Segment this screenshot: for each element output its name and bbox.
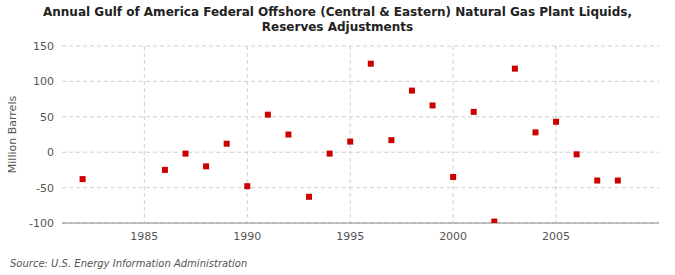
point [471, 109, 477, 115]
point [553, 119, 559, 125]
x-tick-label: 1995 [336, 230, 364, 243]
y-tick-label: -50 [36, 182, 54, 195]
point [512, 66, 518, 72]
point [409, 88, 415, 94]
page: {"chart_data": {"type": "scatter", "titl… [0, 0, 675, 275]
point [430, 102, 436, 108]
x-tick-label: 1985 [130, 230, 158, 243]
point [80, 176, 86, 182]
x-tick-label: 2005 [542, 230, 570, 243]
x-grid-line [247, 46, 248, 223]
point [162, 167, 168, 173]
x-axis-line [62, 223, 659, 224]
point [203, 163, 209, 169]
title-line: Reserves Adjustments [262, 20, 413, 34]
point [224, 141, 230, 147]
x-tick-label: 1990 [233, 230, 261, 243]
x-grid-line [350, 46, 351, 223]
y-tick-label: 0 [47, 146, 54, 159]
point [327, 151, 333, 157]
point [368, 61, 374, 67]
x-grid-line [453, 46, 454, 223]
x-grid-line [556, 46, 557, 223]
y-grid-line [62, 152, 659, 153]
y-grid-line [62, 223, 659, 224]
point [594, 178, 600, 184]
point [306, 194, 312, 200]
axes: -100 -50 0 50 100 150 1985 1990 1995 2000 2005 [29, 40, 659, 243]
y-tick-label: 150 [33, 40, 54, 53]
chart-container: Annual Gulf of America Federal Offshore … [0, 0, 675, 275]
y-grid-line [62, 116, 659, 117]
point [265, 112, 271, 118]
point [574, 151, 580, 157]
point [615, 178, 621, 184]
title-line: Annual Gulf of America Federal Offshore … [43, 5, 632, 19]
x-tick-label: 2000 [439, 230, 467, 243]
grid [62, 46, 659, 223]
y-tick-label: 50 [40, 111, 54, 124]
point [347, 139, 353, 145]
point [388, 137, 394, 143]
points [80, 61, 621, 223]
y-grid-line [62, 46, 659, 47]
y-grid-line [62, 81, 659, 82]
y-tick-label: 100 [33, 75, 54, 88]
y-tick-label: -100 [29, 217, 54, 230]
point [450, 174, 456, 180]
source-note: Source: U.S. Energy Information Administ… [10, 258, 247, 269]
x-grid-line [144, 46, 145, 223]
point [285, 132, 291, 138]
point [244, 183, 250, 189]
point [491, 219, 497, 223]
y-axis-label: Million Barrels [6, 96, 19, 174]
title: Annual Gulf of America Federal Offshore … [43, 5, 632, 34]
point [532, 129, 538, 135]
chart: Annual Gulf of America Federal Offshore … [0, 0, 675, 275]
y-grid-line [62, 187, 659, 188]
point [183, 151, 189, 157]
